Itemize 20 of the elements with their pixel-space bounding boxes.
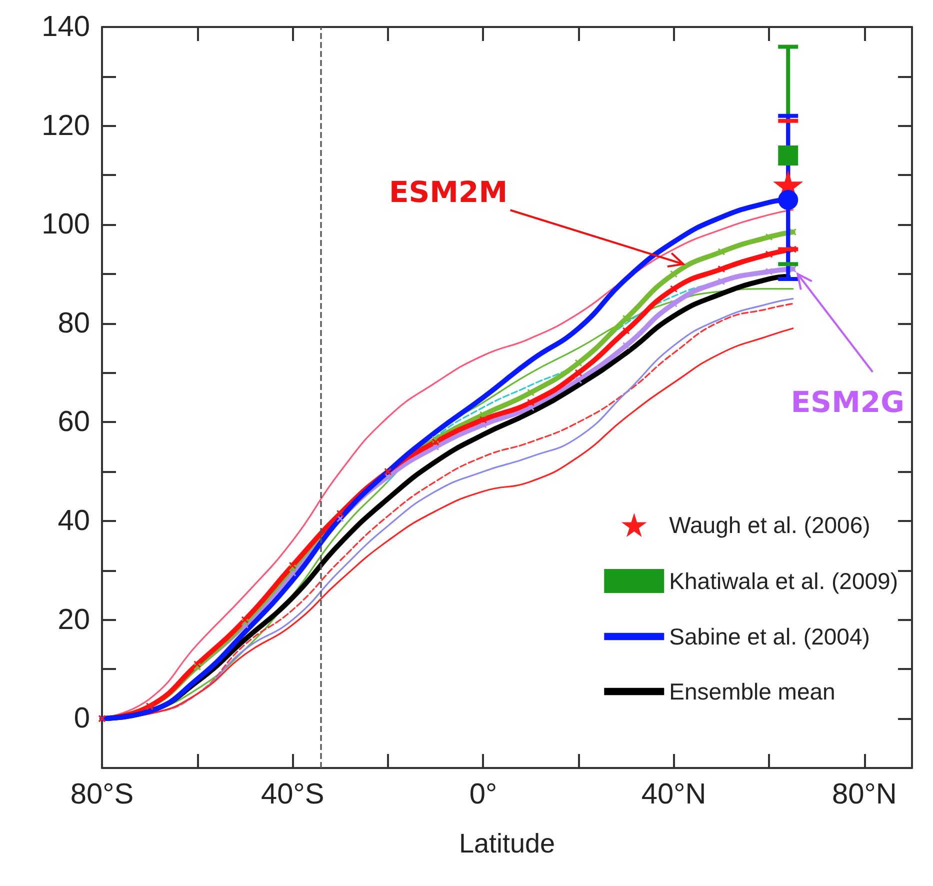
legend-label: Ensemble mean	[669, 678, 836, 704]
x-tick-label: 80°S	[70, 778, 134, 810]
legend-label: Khatiwala et al. (2009)	[669, 568, 898, 594]
x-tick-label: 40°N	[641, 778, 706, 810]
annotation: ESM2G	[790, 385, 904, 419]
y-tick-label: 80	[58, 307, 90, 340]
y-tick-label: 0	[74, 702, 90, 735]
x-tick-label: 0°	[469, 778, 498, 810]
y-tick-label: 100	[42, 208, 90, 241]
legend-label: Waugh et al. (2006)	[669, 512, 870, 538]
annotation: ESM2M	[388, 175, 508, 210]
y-tick-label: 120	[42, 110, 90, 142]
x-axis-title: Latitude	[458, 828, 556, 858]
y-tick-label: 20	[58, 604, 90, 636]
y-tick-label: 40	[58, 505, 90, 537]
y-tick-label: 140	[42, 11, 90, 43]
x-tick-label: 80°N	[832, 778, 897, 810]
x-tick-label: 40°S	[260, 778, 324, 810]
y-tick-label: 60	[58, 406, 90, 438]
legend-label: Sabine et al. (2004)	[669, 624, 870, 650]
